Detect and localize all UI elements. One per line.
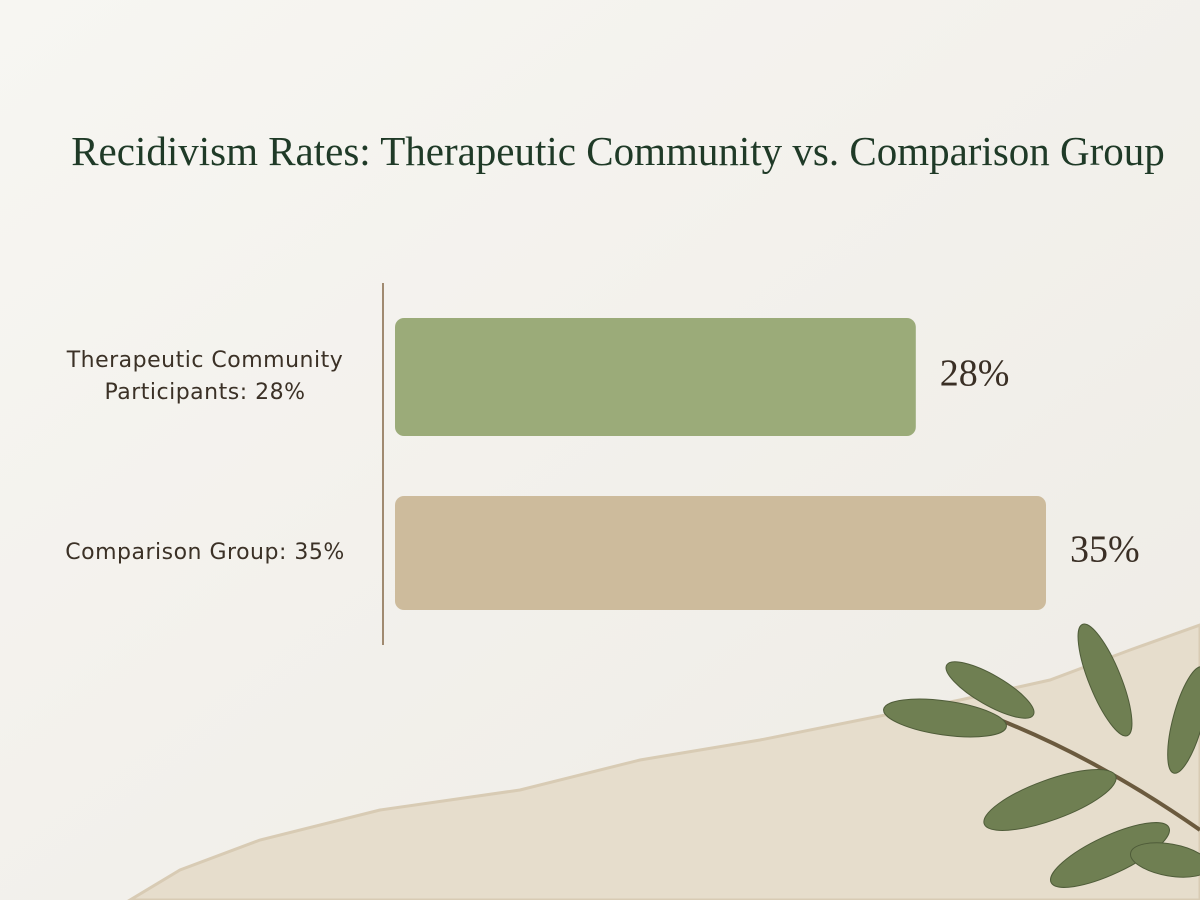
value-label: 35% [1070, 529, 1140, 571]
category-label: Therapeutic Community Participants: 28% [66, 348, 344, 405]
value-label: 28% [940, 353, 1010, 395]
chart-title: Recidivism Rates: Therapeutic Community … [71, 128, 1165, 174]
category-label: Comparison Group: 35% [65, 540, 345, 565]
olive-branch [883, 623, 1200, 888]
bar [395, 318, 916, 436]
bar [395, 496, 1046, 610]
torn-paper [127, 623, 1200, 900]
